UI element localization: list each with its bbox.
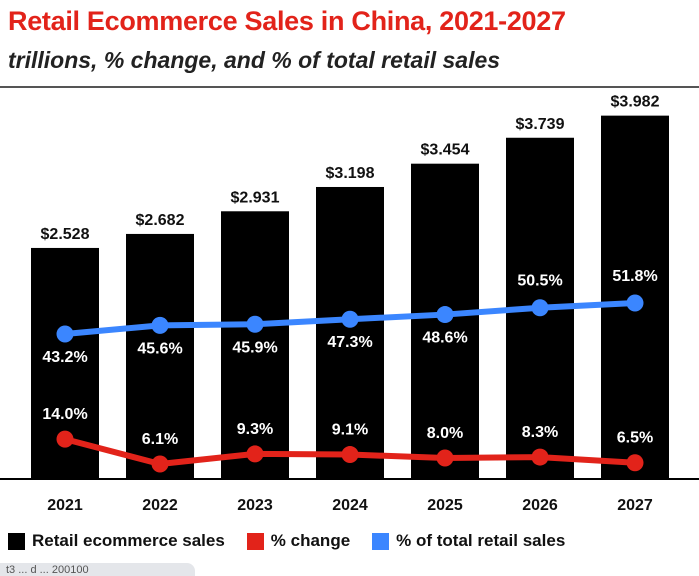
change-label-2026: 8.3% [522, 424, 558, 441]
legend-swatch-share [372, 532, 390, 550]
change-label-2022: 6.1% [142, 431, 178, 448]
share-label-2026: 50.5% [517, 273, 562, 290]
legend-swatch-sales [8, 532, 25, 550]
footnote-text: t3 ... d ... 200100 [6, 564, 89, 576]
bottom-strip [0, 565, 699, 576]
change-point-2023 [246, 445, 264, 463]
change-label-2023: 9.3% [237, 421, 273, 438]
bar-label-2023: $2.931 [231, 189, 280, 206]
share-point-2027 [626, 294, 644, 312]
share-label-2027: 51.8% [612, 268, 657, 285]
bar-label-2027: $3.982 [611, 94, 660, 111]
change-point-2022 [151, 455, 169, 473]
change-point-2027 [626, 454, 644, 472]
bar-label-2022: $2.682 [136, 212, 185, 229]
share-label-2025: 48.6% [422, 330, 467, 347]
change-label-2024: 9.1% [332, 422, 368, 439]
x-tick-2027: 2027 [617, 497, 653, 514]
x-tick-2023: 2023 [237, 497, 273, 514]
legend-item-share: % of total retail sales [372, 531, 565, 551]
legend-label-sales: Retail ecommerce sales [32, 531, 225, 550]
x-tick-2026: 2026 [522, 497, 558, 514]
share-label-2023: 45.9% [232, 339, 277, 356]
bar-2022 [126, 233, 194, 478]
x-tick-2021: 2021 [47, 497, 83, 514]
share-label-2024: 47.3% [327, 334, 372, 351]
x-tick-2025: 2025 [427, 497, 463, 514]
share-label-2021: 43.2% [42, 349, 87, 366]
lines-layer [56, 294, 644, 473]
bar-label-2025: $3.454 [421, 142, 470, 159]
x-tick-2024: 2024 [332, 497, 368, 514]
legend-label-share: % of total retail sales [396, 531, 566, 550]
change-label-2021: 14.0% [42, 406, 87, 423]
share-point-2024 [341, 310, 359, 328]
bar-label-2021: $2.528 [41, 226, 90, 243]
bar-label-2026: $3.739 [516, 116, 565, 133]
bar-2023 [221, 211, 289, 478]
share-point-2023 [246, 315, 264, 333]
title-divider [0, 86, 699, 88]
legend-label-change: % change [270, 531, 351, 550]
change-point-2021 [56, 430, 74, 448]
share-point-2026 [531, 299, 549, 317]
legend-item-sales: Retail ecommerce sales [8, 531, 225, 551]
share-point-2022 [151, 316, 169, 334]
share-label-2022: 45.6% [137, 340, 182, 357]
labels-layer: $2.528 $2.682 $2.931 $3.198 $3.454 $3.739 $3.9… [41, 94, 660, 448]
legend: Retail ecommerce sales % change % of tot… [8, 529, 587, 553]
share-point-2025 [436, 306, 454, 324]
combo-chart: $2.528 $2.682 $2.931 $3.198 $3.454 $3.739 $3.9… [0, 94, 699, 514]
footnote-tab: t3 ... d ... 200100 [0, 563, 195, 576]
chart-subtitle: trillions, % change, and % of total reta… [8, 47, 501, 73]
bar-2024 [316, 186, 384, 478]
change-point-2026 [531, 448, 549, 466]
change-point-2024 [341, 446, 359, 464]
share-point-2021 [56, 325, 74, 343]
chart-title: Retail Ecommerce Sales in China, 2021-20… [8, 6, 566, 36]
legend-swatch-change [246, 532, 264, 550]
bar-label-2024: $3.198 [326, 165, 375, 182]
x-tick-2022: 2022 [142, 497, 178, 514]
change-label-2027: 6.5% [617, 430, 653, 447]
legend-item-change: % change [246, 531, 351, 551]
change-label-2025: 8.0% [427, 425, 463, 442]
change-point-2025 [436, 449, 454, 467]
x-axis: 2021 2022 2023 2024 2025 2026 2027 [0, 478, 699, 514]
